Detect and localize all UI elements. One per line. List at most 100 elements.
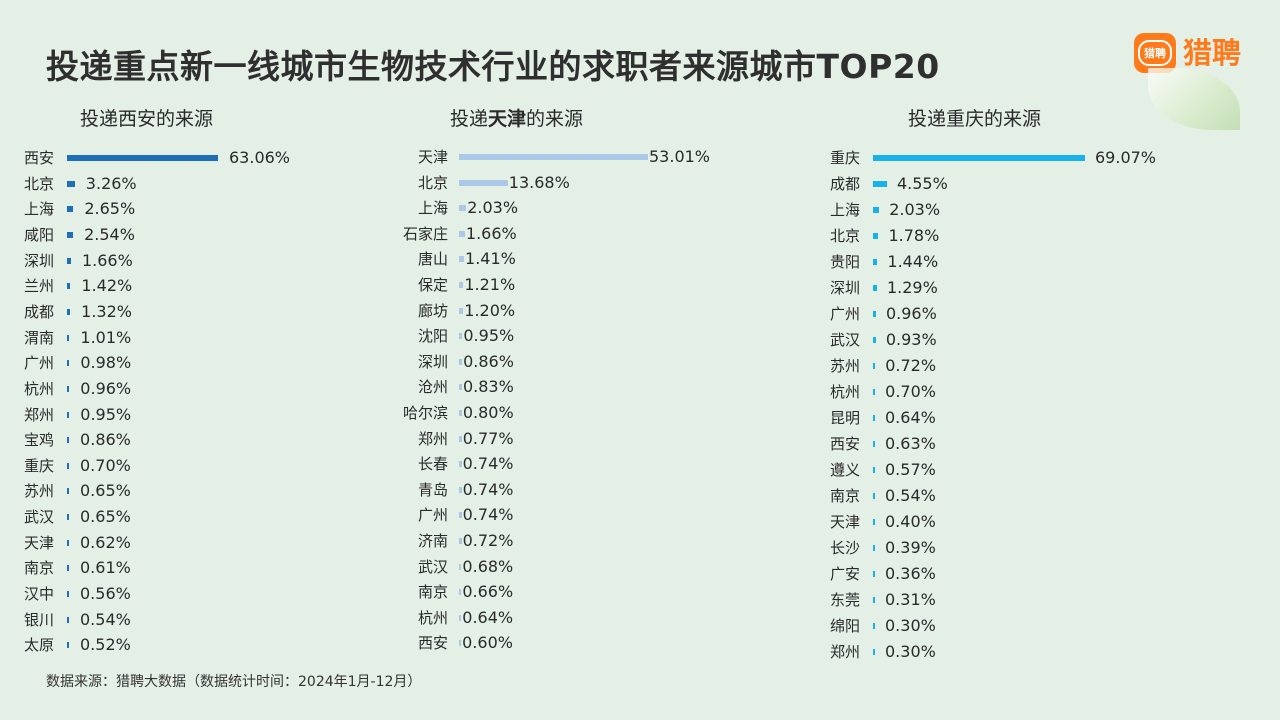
- bar-row: 苏州 0.72%: [0, 356, 1280, 376]
- value-label: 0.30%: [885, 616, 936, 635]
- value-label: 1.29%: [886, 278, 938, 297]
- bar-row: 贵阳 1.44%: [0, 252, 1280, 272]
- bar-row: 沧州 0.83%: [0, 377, 1280, 397]
- bar: [459, 461, 462, 468]
- value-label: 1.66%: [81, 250, 133, 270]
- bar: [873, 415, 875, 421]
- city-label: 上海: [417, 199, 448, 218]
- city-label: 杭州: [417, 608, 448, 627]
- bar-row: 天津 53.01%: [0, 147, 1280, 167]
- value-label: 0.64%: [462, 607, 514, 627]
- bar: [67, 155, 218, 161]
- bar-row: 唐山 1.41%: [0, 249, 1280, 269]
- bar-row: 郑州 0.30%: [0, 642, 1280, 662]
- value-label: 0.86%: [80, 430, 131, 450]
- value-label: 0.70%: [885, 382, 936, 401]
- bar: [459, 512, 462, 519]
- bar-row: 广州 0.96%: [0, 304, 1280, 324]
- city-label: 武汉: [24, 508, 55, 527]
- value-label: 0.95%: [80, 404, 132, 424]
- bar-row: 沈阳 0.95%: [0, 326, 1280, 346]
- bar: [459, 563, 462, 570]
- bar-row: 上海 2.03%: [0, 200, 1280, 220]
- city-label: 南京: [830, 487, 861, 505]
- city-label: 沧州: [417, 378, 448, 397]
- bar: [459, 230, 465, 237]
- bar-row: 武汉 0.65%: [0, 507, 1280, 527]
- bar: [67, 180, 75, 187]
- bar-row: 深圳 1.66%: [0, 251, 1280, 271]
- value-label: 0.74%: [462, 454, 514, 474]
- city-label: 兰州: [24, 277, 55, 296]
- value-label: 0.63%: [885, 434, 936, 453]
- bar: [459, 435, 462, 442]
- city-label: 天津: [830, 513, 861, 531]
- value-label: 0.57%: [885, 460, 936, 479]
- bar: [67, 206, 74, 213]
- bar: [67, 437, 70, 444]
- bar: [459, 589, 462, 596]
- bar: [67, 514, 69, 521]
- city-label: 唐山: [417, 250, 448, 269]
- value-label: 0.77%: [462, 428, 514, 448]
- value-label: 0.96%: [885, 304, 937, 323]
- city-label: 郑州: [24, 405, 55, 424]
- city-label: 汉中: [24, 585, 55, 604]
- value-label: 3.26%: [85, 173, 137, 193]
- bar-row: 天津 0.40%: [0, 512, 1280, 532]
- bar: [873, 363, 876, 369]
- logo-text: 猎聘: [1183, 36, 1242, 70]
- bar-row: 成都 4.55%: [0, 174, 1280, 194]
- bar: [67, 565, 69, 572]
- value-label: 0.40%: [885, 512, 936, 531]
- data-source-note: 数据来源：猎聘大数据（数据统计时间：2024年1月-12月）: [46, 674, 422, 690]
- panel-title-tianjin: 投递天津的来源: [450, 108, 584, 130]
- bar: [459, 256, 465, 263]
- bar-row: 长沙 0.39%: [0, 538, 1280, 558]
- bar: [67, 539, 69, 546]
- city-label: 苏州: [24, 482, 55, 501]
- bar: [459, 154, 648, 160]
- bar: [873, 493, 875, 499]
- bar: [459, 614, 462, 621]
- city-label: 北京: [830, 227, 861, 245]
- city-label: 渭南: [24, 328, 55, 347]
- city-label: 哈尔滨: [402, 404, 448, 422]
- city-label: 天津: [417, 148, 448, 166]
- bar-row: 宝鸡 0.86%: [0, 430, 1280, 450]
- bar: [873, 545, 875, 551]
- city-label: 北京: [24, 174, 55, 193]
- bar-row: 上海 2.65%: [0, 199, 1280, 219]
- bar: [67, 231, 74, 238]
- bar-row: 杭州 0.70%: [0, 382, 1280, 402]
- bar-row: 杭州 0.64%: [0, 608, 1280, 628]
- bar-row: 东莞 0.31%: [0, 590, 1280, 610]
- city-label: 重庆: [830, 149, 861, 167]
- bar-row: 天津 0.62%: [0, 533, 1280, 553]
- city-label: 重庆: [24, 456, 55, 475]
- value-label: 0.54%: [885, 486, 936, 505]
- value-label: 1.21%: [464, 275, 516, 294]
- city-label: 成都: [24, 302, 55, 321]
- city-label: 长春: [417, 455, 448, 474]
- value-label: 63.06%: [229, 148, 291, 167]
- value-label: 0.39%: [885, 538, 936, 557]
- value-label: 0.64%: [885, 408, 936, 427]
- bar: [67, 257, 71, 264]
- city-label: 南京: [24, 559, 55, 578]
- bar-row: 渭南 1.01%: [0, 328, 1280, 348]
- city-label: 武汉: [417, 557, 448, 576]
- city-label: 南京: [417, 583, 448, 602]
- bar: [67, 616, 69, 623]
- city-label: 郑州: [417, 429, 448, 448]
- bar-row: 上海 2.03%: [0, 198, 1280, 218]
- bar: [873, 337, 876, 343]
- city-label: 武汉: [830, 331, 861, 349]
- value-label: 1.42%: [81, 276, 133, 296]
- value-label: 0.68%: [462, 556, 514, 576]
- bar: [873, 571, 875, 577]
- panel-title-chongqing: 投递重庆的来源: [908, 108, 1042, 130]
- city-label: 广州: [24, 354, 55, 373]
- bar: [873, 207, 880, 213]
- bar-row: 重庆 69.07%: [0, 148, 1280, 168]
